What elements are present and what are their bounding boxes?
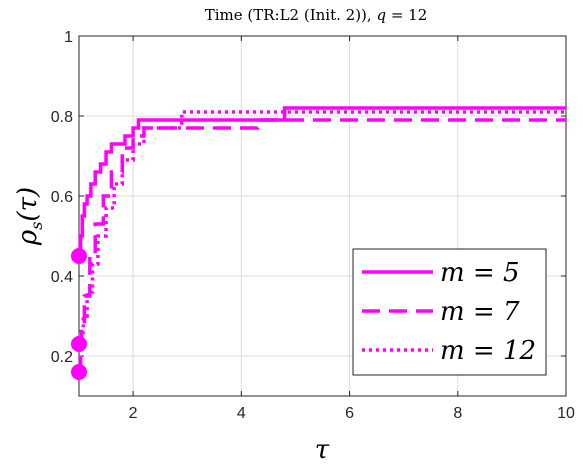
y-axis-label-arg: (τ) <box>13 187 43 222</box>
chart-title-prefix: Time (TR:L2 (Init. 2)), <box>205 6 377 24</box>
x-axis-label: τ <box>315 435 330 465</box>
y-axis-label-rho: ρ <box>13 229 43 246</box>
chart-title-suffix: = 12 <box>386 6 427 24</box>
y-tick-label: 0.2 <box>51 349 73 366</box>
legend-label: m = 12 <box>440 336 536 366</box>
legend: m = 5 m = 7 m = 12 <box>352 248 547 376</box>
x-tick-label: 10 <box>557 405 575 422</box>
y-axis-ticks: 0.2 0.4 0.6 0.8 1 <box>51 29 566 366</box>
x-tick-label: 8 <box>453 405 462 422</box>
legend-label: m = 5 <box>440 258 520 288</box>
legend-label: m = 7 <box>440 297 520 327</box>
series-start-markers <box>71 248 87 380</box>
y-tick-label: 0.8 <box>51 109 73 126</box>
y-tick-label: 0.6 <box>51 189 73 206</box>
y-tick-label: 0.4 <box>51 269 73 286</box>
start-marker-solid <box>71 248 87 264</box>
series-line-solid <box>78 106 566 258</box>
chart-title: Time (TR:L2 (Init. 2)), q = 12 <box>205 6 428 24</box>
y-axis-label: ρs(τ) <box>13 187 46 246</box>
y-axis-label-sub: s <box>27 222 46 230</box>
plot-area-frame <box>78 35 567 397</box>
series-lines <box>78 106 566 374</box>
x-tick-label: 4 <box>237 405 246 422</box>
chart-title-q: q <box>376 6 386 24</box>
x-tick-label: 6 <box>345 405 354 422</box>
start-marker-dashed <box>71 364 87 380</box>
series-line-dotted <box>79 110 566 346</box>
x-tick-label: 2 <box>129 405 138 422</box>
y-tick-label: 1 <box>64 29 73 46</box>
start-marker-dotted <box>71 336 87 352</box>
legend-box <box>352 248 547 376</box>
x-axis-ticks: 2 4 6 8 10 <box>129 36 575 422</box>
